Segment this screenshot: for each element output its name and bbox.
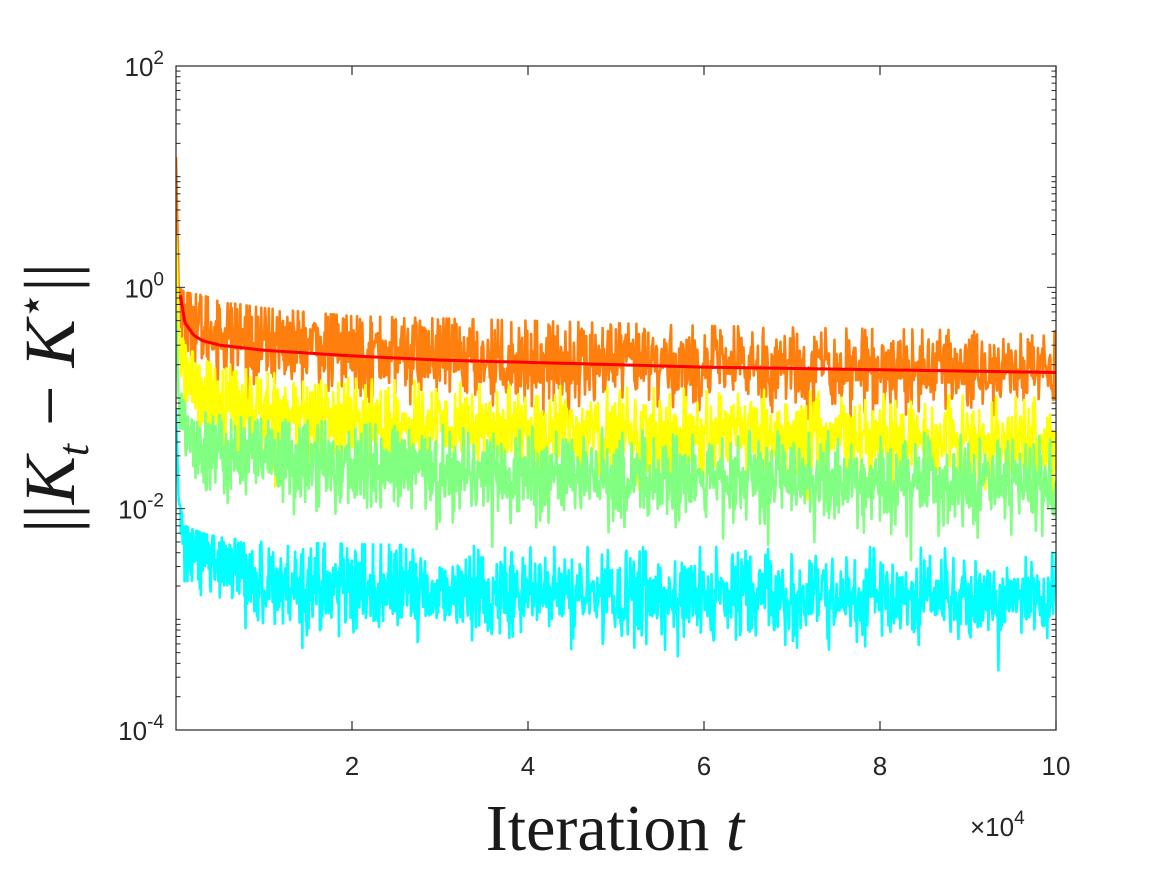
y-tick-label-exponent: 2: [153, 48, 164, 69]
x-axis-multiplier-exponent: 4: [1014, 808, 1025, 829]
series-line-5: [178, 294, 1056, 374]
x-axis-multiplier-base: ×10: [970, 812, 1014, 842]
x-tick-label: 6: [697, 751, 711, 781]
y-tick-label: 102: [125, 48, 165, 82]
y-axis-label-k-star-symbol: K: [10, 315, 90, 368]
x-axis-label-variable: t: [726, 792, 746, 865]
y-axis-label-norm-open: ||: [10, 504, 90, 533]
x-axis-multiplier: ×104: [970, 808, 1025, 842]
y-tick-label-base: 10: [125, 52, 154, 82]
x-tick-label: 2: [345, 751, 359, 781]
y-tick-label: 10-4: [118, 712, 164, 746]
y-axis-label-minus-sign: −: [10, 367, 90, 444]
y-tick-label-base: 10: [118, 716, 147, 746]
y-axis-label-star-superscript: ⋆: [7, 292, 56, 320]
y-tick-label-exponent: -2: [147, 491, 164, 512]
series-layer: [176, 157, 1056, 672]
x-tick-label: 4: [521, 751, 535, 781]
y-axis-label-k-symbol: K: [10, 452, 90, 505]
y-axis-label-text: ||Kt − K⋆||: [7, 263, 98, 533]
y-tick-label-exponent: 0: [153, 269, 164, 290]
x-axis-label: Iteration t: [486, 792, 746, 865]
x-tick-label: 10: [1042, 751, 1071, 781]
y-axis-label-norm-close: ||: [10, 263, 90, 292]
y-tick-label-base: 10: [125, 273, 154, 303]
x-axis-label-word: Iteration: [486, 792, 726, 865]
y-tick-label: 100: [125, 269, 165, 303]
series-line-3: [176, 311, 1056, 562]
y-axis-label-subscript-t: t: [49, 442, 98, 456]
x-tick-label: 8: [873, 751, 887, 781]
y-tick-label: 10-2: [118, 491, 164, 525]
y-tick-label-exponent: -4: [147, 712, 164, 733]
series-line-4: [176, 408, 1056, 672]
y-axis-label: ||Kt − K⋆||: [7, 263, 98, 533]
series-line-1: [176, 157, 1056, 432]
axes-layer: [175, 65, 1057, 731]
y-tick-label-base: 10: [118, 495, 147, 525]
